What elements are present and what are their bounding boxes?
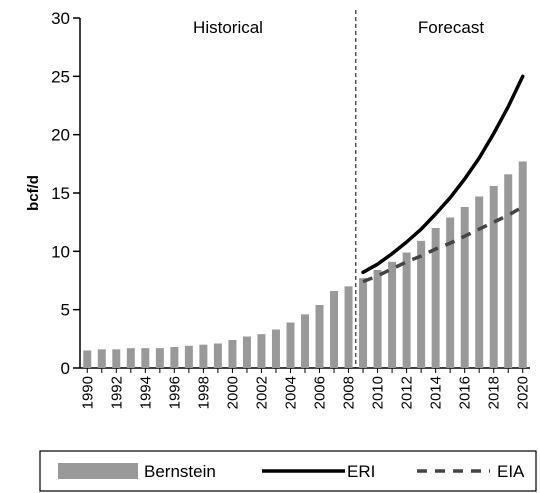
bar-bernstein: [330, 291, 339, 368]
y-tick-label: 10: [51, 242, 70, 261]
bar-bernstein: [199, 344, 208, 368]
region-label-historical: Historical: [193, 18, 263, 37]
bar-bernstein: [489, 186, 498, 368]
bar-bernstein: [257, 334, 266, 368]
bar-bernstein: [97, 349, 106, 368]
y-tick-label: 5: [61, 301, 70, 320]
bar-bernstein: [213, 343, 222, 368]
bar-bernstein: [184, 345, 193, 368]
bar-bernstein: [170, 347, 179, 368]
bar-bernstein: [271, 329, 280, 368]
x-tick-label: 2006: [312, 376, 329, 409]
x-tick-label: 2012: [399, 376, 416, 409]
x-tick-label: 2018: [486, 376, 503, 409]
bar-bernstein: [431, 228, 440, 368]
bar-bernstein: [126, 348, 135, 368]
x-tick-label: 2000: [224, 376, 241, 409]
bar-bernstein: [359, 278, 368, 368]
bar-bernstein: [518, 161, 527, 368]
x-tick-label: 2008: [341, 376, 358, 409]
bar-bernstein: [446, 217, 455, 368]
bar-bernstein: [141, 348, 150, 368]
bar-bernstein: [373, 270, 382, 368]
x-tick-label: 2016: [457, 376, 474, 409]
line-eia: [362, 205, 524, 284]
bar-bernstein: [286, 322, 295, 368]
legend-label-eri: ERI: [347, 462, 375, 481]
bar-bernstein: [301, 314, 309, 368]
y-tick-label: 20: [51, 126, 70, 145]
x-tick-label: 2014: [428, 376, 445, 409]
bar-bernstein: [242, 336, 251, 368]
legend-label-eia: EIA: [497, 462, 525, 481]
y-tick-label: 25: [51, 67, 70, 86]
x-tick-label: 1996: [166, 376, 183, 409]
bar-bernstein: [344, 286, 353, 368]
region-label-forecast: Forecast: [418, 18, 484, 37]
legend-label-bernstein: Bernstein: [144, 462, 216, 481]
x-tick-label: 1998: [195, 376, 212, 409]
bar-bernstein: [388, 261, 397, 368]
x-tick-label: 2010: [370, 376, 387, 409]
x-tick-label: 1992: [108, 376, 125, 409]
bar-bernstein: [228, 340, 237, 368]
legend-swatch-bernstein: [58, 463, 138, 479]
bar-bernstein: [460, 207, 469, 368]
y-tick-label: 0: [61, 359, 70, 378]
x-tick-label: 2002: [253, 376, 270, 409]
bar-bernstein: [155, 348, 164, 368]
bar-bernstein: [83, 350, 92, 368]
bar-bernstein: [315, 305, 324, 368]
y-tick-label: 30: [51, 9, 70, 28]
line-eri: [361, 74, 525, 275]
y-axis-label: bcf/d: [25, 175, 42, 211]
x-tick-label: 1990: [79, 376, 96, 409]
x-tick-label: 1994: [137, 376, 154, 409]
x-tick-label: 2020: [515, 376, 532, 409]
bar-bernstein: [112, 349, 121, 368]
bar-bernstein: [402, 252, 411, 368]
bar-bernstein: [417, 240, 426, 368]
y-tick-label: 15: [51, 184, 70, 203]
bar-bernstein: [475, 196, 484, 368]
bar-bernstein: [504, 174, 513, 368]
x-tick-label: 2004: [282, 376, 299, 409]
